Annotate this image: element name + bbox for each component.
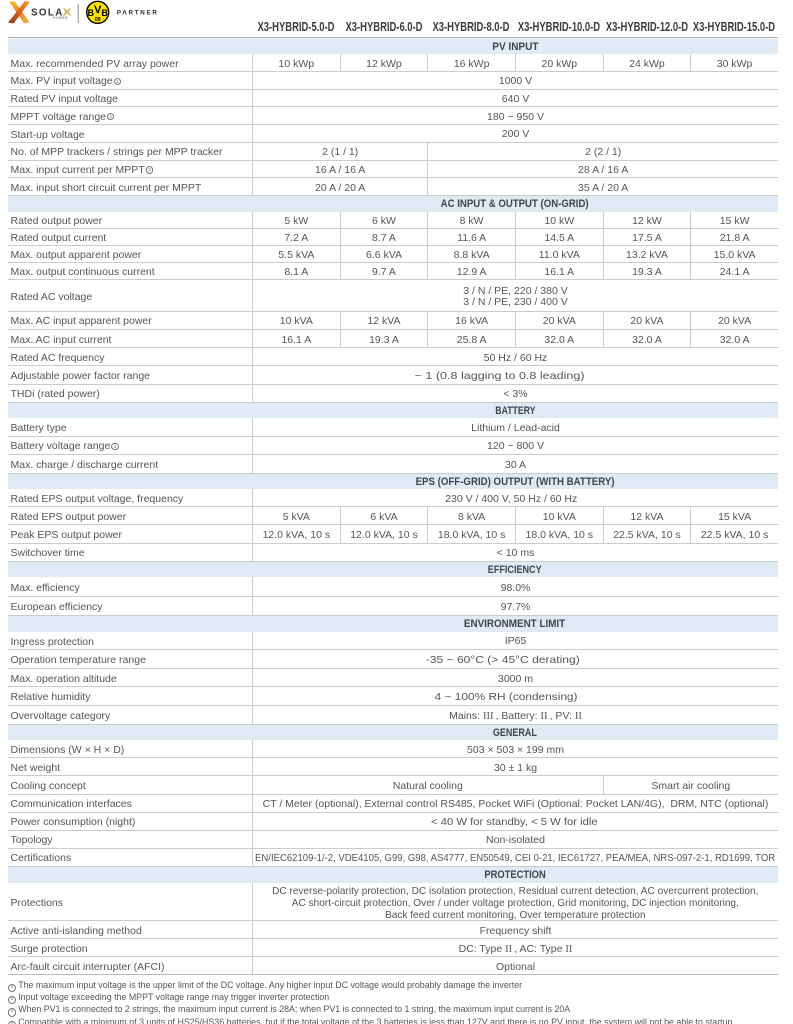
svg-text:SOLA: SOLA <box>31 8 64 19</box>
svg-text:09: 09 <box>95 17 101 23</box>
svg-text:X: X <box>63 7 72 18</box>
svg-text:B: B <box>88 8 94 18</box>
svg-text:B: B <box>102 8 108 18</box>
svg-text:PARTNER: PARTNER <box>117 9 159 16</box>
svg-text:V: V <box>94 4 102 16</box>
svg-text:POWER: POWER <box>53 16 69 20</box>
